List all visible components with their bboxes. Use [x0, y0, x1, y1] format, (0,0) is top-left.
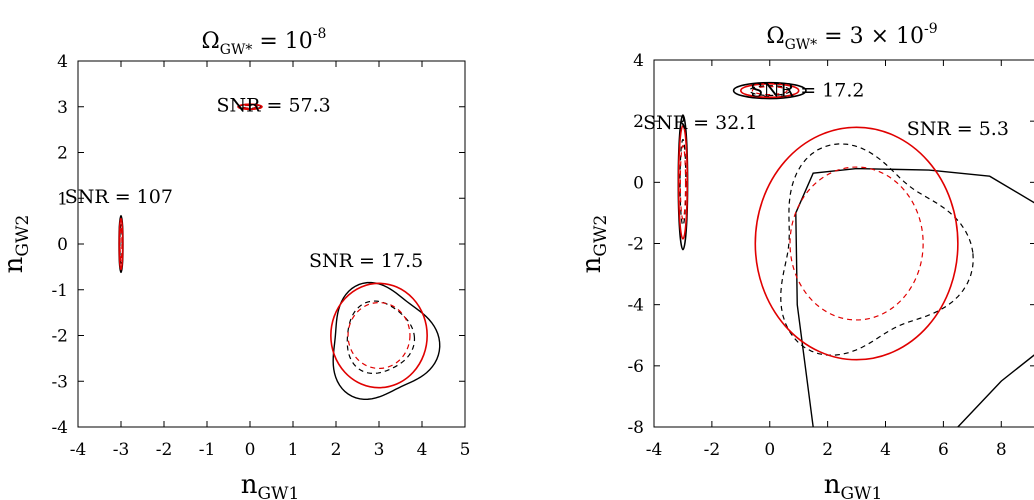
panel-right-plot-area: -4 -2 0 2 4 6 8 -8 -6 -4 -2 0 2 4 SNR = 32.1 SNR = 17.2…: [627, 51, 1034, 460]
fisher-contour-outer: [118, 217, 124, 271]
snr-label: SNR = 32.1: [643, 112, 757, 134]
x-tick-label: 8: [996, 440, 1007, 460]
y-tick-label: 0: [633, 173, 644, 193]
fisher-contour-inner: [789, 166, 924, 321]
contour-layer: [677, 81, 1034, 427]
panel-left-title: ΩGW* = 10-8: [202, 26, 327, 58]
fisher-contour-inner: [347, 301, 411, 370]
mcmc-contour-outer-open: [795, 167, 1034, 427]
x-tick-label: 1: [288, 440, 299, 460]
x-tick-label: -3: [113, 440, 130, 460]
y-tick-label: -4: [627, 296, 644, 316]
x-tick-label: 2: [331, 440, 342, 460]
x-tick-label: 0: [245, 440, 256, 460]
x-tick-label: 4: [417, 440, 428, 460]
panel-right-xlabel: nGW1: [824, 470, 883, 500]
y-tick-label: -6: [627, 357, 644, 377]
y-tick-label: -2: [51, 327, 68, 347]
snr-label: SNR = 57.3: [217, 94, 331, 116]
y-tick-label: -2: [627, 235, 644, 255]
x-tick-label: -1: [199, 440, 216, 460]
contour-layer: [118, 103, 441, 400]
panel-left: ΩGW* = 10-8 -4 -3 -2 -1 0 1 2 3 4 5 -4 -3 -2 -1 0 1 2 3 4 S…: [0, 26, 470, 500]
fisher-contour-inner: [751, 86, 788, 96]
x-tick-label: 4: [880, 440, 891, 460]
mcmc-contour-inner: [748, 85, 791, 97]
fisher-contour-outer: [740, 83, 800, 99]
x-tick-label: 5: [460, 440, 471, 460]
fisher-contour-outer: [237, 103, 263, 111]
snr-label: SNR = 5.3: [907, 118, 1009, 140]
y-tick-label: -3: [51, 372, 68, 392]
y-tick-label: 2: [57, 144, 68, 164]
mcmc-contour-outer: [732, 81, 807, 100]
x-tick-label: -4: [70, 440, 87, 460]
y-tick-label: -1: [51, 281, 68, 301]
panel-left-xlabel: nGW1: [241, 470, 300, 500]
panel-left-ylabel: nGW2: [0, 215, 33, 274]
y-tick-label: 2: [633, 112, 644, 132]
y-tick-label: 4: [57, 52, 68, 72]
x-tick-label: -2: [156, 440, 173, 460]
mcmc-contour-inner: [346, 300, 416, 374]
mcmc-contour-inner: [780, 143, 974, 356]
x-tick-label: 2: [822, 440, 833, 460]
fisher-contour-outer: [677, 124, 689, 240]
x-tick-label: 6: [938, 440, 949, 460]
y-tick-label: -8: [627, 418, 644, 438]
x-tick-label: -2: [704, 440, 721, 460]
panel-right: ΩGW* = 3 × 10-9 -4 -2 0 2 4 6 8 -8 -6 -4 -2 0 2 4 SNR …: [577, 21, 1034, 500]
x-tick-label: 3: [374, 440, 385, 460]
fisher-contour-inner: [242, 104, 258, 109]
panel-right-ylabel: nGW2: [577, 215, 611, 274]
snr-label: SNR = 17.2: [750, 80, 864, 102]
snr-label: SNR = 17.5: [309, 250, 423, 272]
fisher-contour-outer: [330, 282, 428, 389]
x-tick-label: -4: [646, 440, 663, 460]
fisher-contour-inner: [679, 145, 687, 220]
y-tick-label: 4: [633, 51, 644, 71]
snr-label: SNR = 107: [65, 186, 173, 208]
y-tick-label: 1: [57, 189, 68, 209]
y-tick-label: -4: [51, 418, 68, 438]
fisher-contour-outer: [754, 126, 959, 361]
mcmc-contour-outer-corner: [957, 354, 1034, 427]
panel-right-title: ΩGW* = 3 × 10-9: [766, 21, 937, 53]
x-tick-label: 0: [764, 440, 775, 460]
fisher-contour-inner: [119, 226, 123, 262]
y-tick-label: 3: [57, 98, 68, 118]
y-tick-label: 0: [57, 235, 68, 255]
mcmc-contour-outer: [332, 281, 441, 400]
panel-left-plot-area: -4 -3 -2 -1 0 1 2 3 4 5 -4 -3 -2 -1 0 1 2 3 4 SNR = 107 SNR …: [51, 52, 470, 460]
